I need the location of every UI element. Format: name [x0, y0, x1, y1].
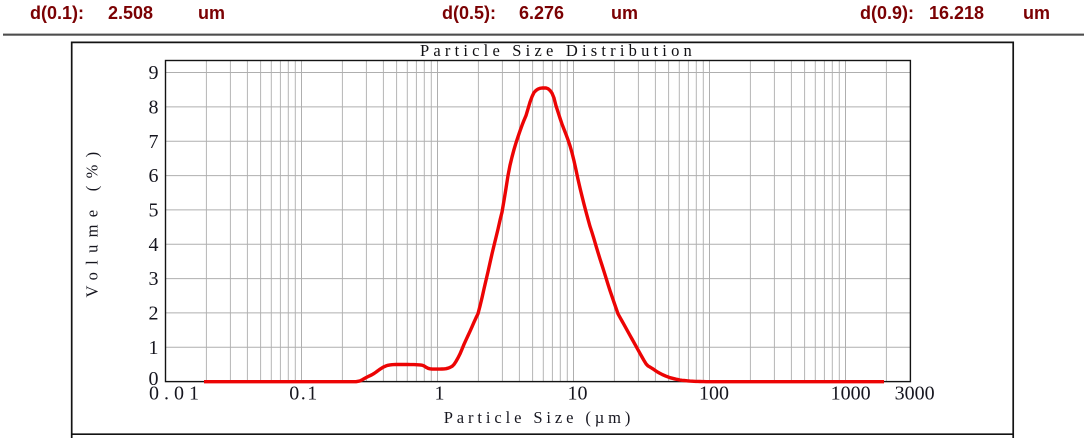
svg-text:6.276: 6.276 [519, 3, 564, 23]
svg-text:Volume (%): Volume (%) [83, 145, 102, 298]
svg-text:um: um [611, 3, 638, 23]
svg-text:0: 0 [149, 368, 159, 390]
svg-text:d(0.1):: d(0.1): [30, 3, 84, 23]
svg-text:7: 7 [149, 131, 159, 153]
svg-text:Particle Size Distribution: Particle Size Distribution [420, 41, 696, 60]
svg-text:d(0.5):: d(0.5): [442, 3, 496, 23]
svg-text:um: um [198, 3, 225, 23]
svg-text:um: um [1023, 3, 1050, 23]
svg-text:3: 3 [149, 268, 159, 290]
svg-text:d(0.9):: d(0.9): [860, 3, 914, 23]
svg-text:1: 1 [435, 382, 445, 404]
svg-text:9: 9 [149, 62, 159, 84]
svg-text:5: 5 [149, 200, 159, 222]
svg-text:2: 2 [149, 303, 159, 325]
svg-text:8: 8 [149, 97, 159, 119]
svg-text:2.508: 2.508 [108, 3, 153, 23]
svg-text:1000: 1000 [831, 382, 871, 404]
svg-text:100: 100 [699, 382, 729, 404]
svg-text:0.01: 0.01 [149, 382, 204, 404]
svg-text:3000: 3000 [895, 382, 935, 404]
svg-text:1: 1 [149, 337, 159, 359]
svg-text:0.1: 0.1 [289, 382, 319, 404]
svg-text:4: 4 [149, 234, 159, 256]
svg-text:10: 10 [568, 382, 588, 404]
svg-text:6: 6 [149, 165, 159, 187]
svg-text:16.218: 16.218 [929, 3, 984, 23]
svg-text:Particle Size (µm): Particle Size (µm) [444, 408, 635, 427]
